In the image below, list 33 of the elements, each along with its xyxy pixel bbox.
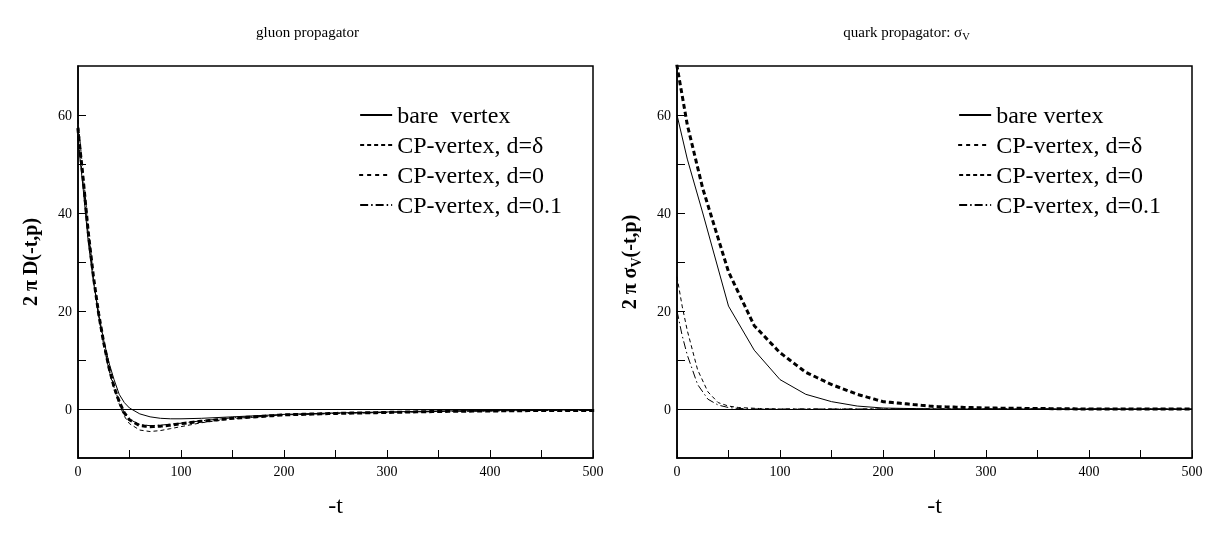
- x-tick-label: 0: [673, 463, 681, 479]
- x-tick-label: 300: [376, 463, 398, 479]
- chart-title: gluon propagator: [256, 23, 359, 40]
- y-tick-label: 60: [58, 107, 72, 123]
- y-tick-label: 40: [657, 205, 671, 221]
- y-tick-label: 0: [664, 401, 671, 417]
- y-axis-title: 2 π σV(-t,p): [618, 214, 644, 310]
- legend-label: CP-vertex, d=0: [397, 162, 545, 188]
- y-axis-title: 2 π D(-t,p): [19, 217, 42, 307]
- x-axis-title: -t: [927, 491, 943, 518]
- legend-label: CP-vertex, d=0: [996, 162, 1144, 188]
- x-tick-label: 100: [769, 463, 791, 479]
- x-tick-label: 100: [170, 463, 192, 479]
- x-tick-label: 300: [975, 463, 997, 479]
- y-tick-label: 60: [657, 107, 671, 123]
- y-tick-label: 20: [657, 303, 671, 319]
- y-tick-label: 0: [65, 401, 72, 417]
- x-tick-label: 200: [872, 463, 894, 479]
- x-tick-label: 200: [273, 463, 295, 479]
- x-tick-label: 400: [1078, 463, 1100, 479]
- x-tick-label: 500: [582, 463, 604, 479]
- y-tick-label: 20: [58, 303, 72, 319]
- x-tick-label: 400: [479, 463, 501, 479]
- x-axis-title: -t: [328, 491, 344, 518]
- legend-label: bare vertex: [996, 102, 1104, 128]
- x-tick-label: 500: [1181, 463, 1203, 479]
- y-tick-label: 40: [58, 205, 72, 221]
- legend-label: CP-vertex, d=0.1: [996, 192, 1162, 218]
- legend-label: CP-vertex, d=δ: [996, 132, 1143, 158]
- legend-label: CP-vertex, d=δ: [397, 132, 544, 158]
- x-tick-label: 0: [74, 463, 82, 479]
- legend-label: CP-vertex, d=0.1: [397, 192, 563, 218]
- legend-label: bare vertex: [397, 102, 511, 128]
